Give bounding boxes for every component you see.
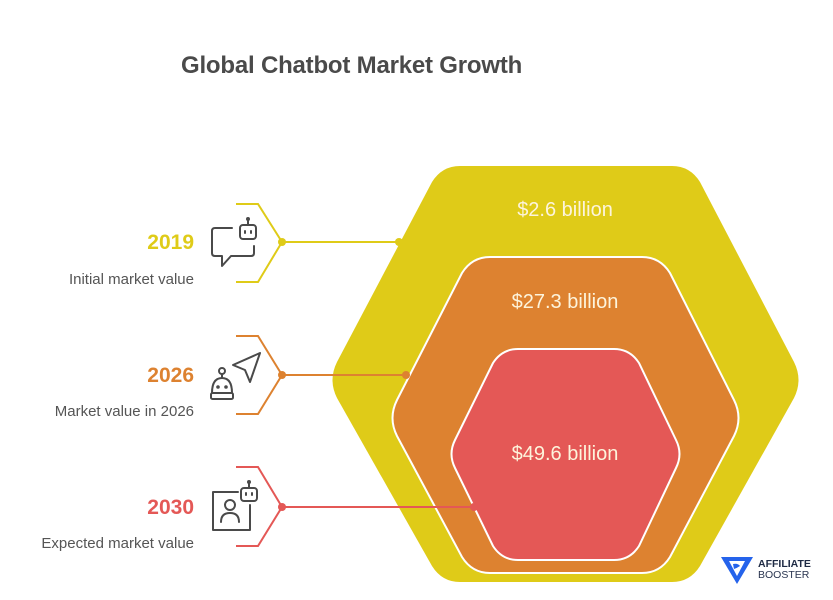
- page-title: Global Chatbot Market Growth: [181, 52, 523, 79]
- chatbot-speech-bubble-icon: [211, 217, 257, 267]
- connector-2019: [236, 203, 399, 283]
- logo-line-2: BOOSTER: [758, 569, 810, 581]
- description-2019: Initial market value: [68, 271, 194, 288]
- year-label-2030: 2030: [147, 496, 194, 519]
- value-2030: $49.6 billion: [511, 443, 619, 465]
- robot-user-profile-icon: [212, 480, 258, 531]
- logo-line-1: AFFILIATE: [758, 558, 811, 570]
- affiliate-booster-logo-icon: [721, 557, 753, 584]
- value-2026: $27.3 billion: [511, 291, 619, 313]
- description-2026: Market value in 2026: [54, 403, 194, 420]
- value-2019: $2.6 billion: [517, 199, 613, 221]
- robot-navigation-icon: [210, 352, 261, 400]
- description-2030: Expected market value: [41, 535, 194, 552]
- year-label-2019: 2019: [147, 231, 194, 254]
- year-label-2026: 2026: [147, 364, 194, 387]
- affiliate-booster-logo: AFFILIATE BOOSTER: [720, 555, 811, 585]
- hexagon-2030: [450, 348, 681, 561]
